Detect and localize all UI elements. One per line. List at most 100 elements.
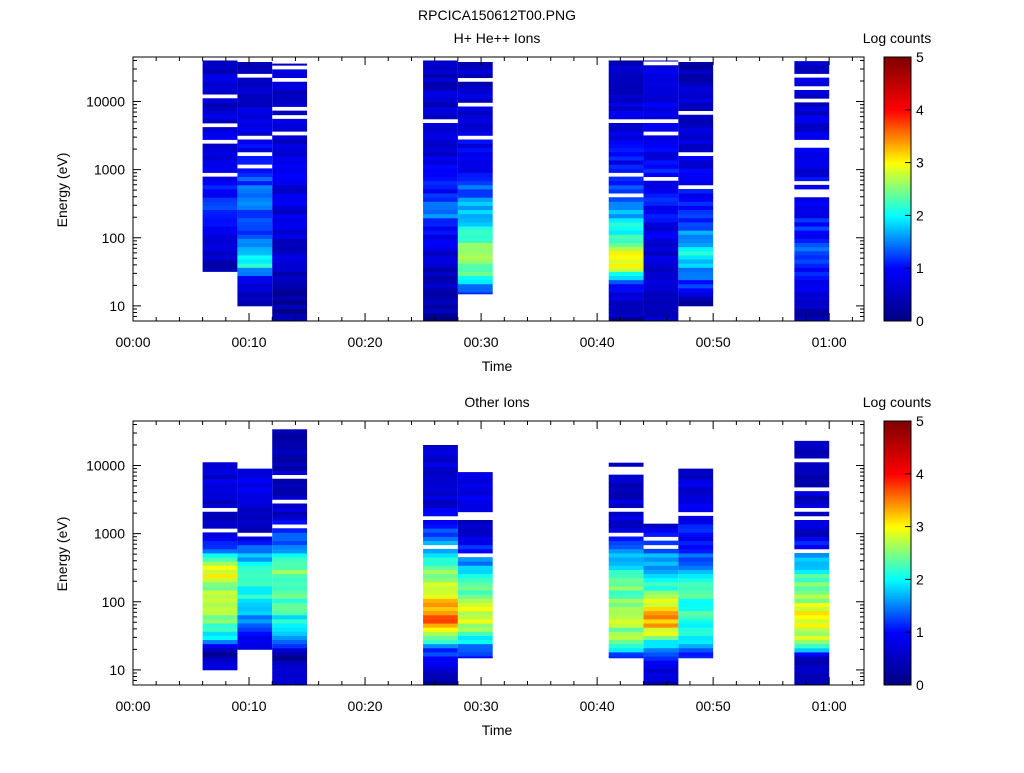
heatmap-cell bbox=[423, 495, 458, 500]
colorbar-swatch bbox=[884, 195, 911, 198]
heatmap-cell bbox=[423, 189, 458, 194]
colorbar-swatch bbox=[884, 312, 911, 316]
heatmap-cell bbox=[643, 209, 679, 215]
heatmap-cell bbox=[423, 312, 458, 318]
colorbar-swatch bbox=[884, 592, 911, 595]
heatmap-cell bbox=[678, 573, 714, 579]
heatmap-cell bbox=[202, 656, 238, 661]
heatmap-cell bbox=[272, 168, 308, 173]
heatmap-cell bbox=[457, 172, 493, 178]
colorbar-swatch bbox=[884, 166, 911, 169]
colorbar-swatch bbox=[884, 149, 911, 153]
heatmap-cell bbox=[643, 168, 679, 173]
heatmap-cell bbox=[272, 429, 308, 434]
heatmap-cell bbox=[794, 160, 830, 165]
heatmap-cell bbox=[608, 209, 644, 215]
heatmap-cell bbox=[643, 201, 679, 206]
heatmap-cell bbox=[423, 114, 458, 120]
heatmap-cell bbox=[678, 176, 714, 182]
heatmap-cell bbox=[202, 226, 238, 231]
colorbar-swatch bbox=[884, 219, 911, 223]
heatmap-cell bbox=[608, 61, 644, 66]
heatmap-cell bbox=[202, 135, 238, 140]
heatmap-cell bbox=[423, 548, 458, 554]
heatmap-cell bbox=[272, 259, 308, 264]
heatmap-cell bbox=[678, 548, 714, 554]
heatmap-cell bbox=[237, 275, 273, 281]
heatmap-cell bbox=[423, 283, 458, 289]
heatmap-cell bbox=[608, 619, 644, 624]
heatmap-cell bbox=[237, 246, 273, 252]
heatmap-cell bbox=[608, 160, 644, 165]
colorbar-swatch bbox=[884, 610, 911, 614]
heatmap-cell bbox=[643, 660, 679, 665]
heatmap-cell bbox=[608, 536, 644, 542]
heatmap-cell bbox=[237, 288, 273, 293]
heatmap-cell bbox=[202, 234, 238, 239]
colorbar-swatch bbox=[884, 662, 911, 665]
heatmap-cell bbox=[423, 209, 458, 215]
colorbar-swatch bbox=[884, 427, 911, 430]
heatmap-cell bbox=[678, 131, 714, 136]
heatmap-cell bbox=[202, 60, 238, 62]
x-tick-label: 00:20 bbox=[348, 334, 383, 350]
colorbar-swatch bbox=[884, 536, 911, 540]
heatmap-cell bbox=[608, 557, 644, 562]
heatmap-cell bbox=[272, 532, 308, 537]
plot-frame bbox=[132, 420, 865, 686]
heatmap-cell bbox=[423, 631, 458, 636]
heatmap-cell bbox=[237, 647, 273, 650]
heatmap-cell bbox=[272, 242, 308, 248]
heatmap-cell bbox=[608, 102, 644, 107]
colorbar-swatch bbox=[884, 143, 911, 147]
heatmap-cell bbox=[272, 462, 308, 467]
heatmap-cell bbox=[423, 491, 458, 496]
heatmap-cell bbox=[794, 151, 830, 157]
heatmap-cell bbox=[678, 524, 714, 529]
heatmap-cell bbox=[272, 548, 308, 554]
heatmap-cell bbox=[794, 296, 830, 301]
heatmap-cell bbox=[794, 454, 830, 459]
heatmap-cell bbox=[678, 81, 714, 87]
heatmap-cell bbox=[202, 565, 238, 570]
x-tick-label: 00:00 bbox=[115, 698, 150, 714]
colorbar-swatch bbox=[884, 310, 911, 314]
colorbar-swatch bbox=[884, 534, 911, 537]
colorbar-swatch bbox=[884, 232, 911, 235]
colorbar-swatch bbox=[884, 515, 911, 519]
colorbar-swatch bbox=[884, 421, 911, 424]
heatmap-cell bbox=[272, 288, 308, 293]
heatmap-cell bbox=[678, 482, 714, 488]
colorbar-swatch bbox=[884, 553, 911, 556]
colorbar-swatch bbox=[884, 197, 911, 200]
heatmap-cell bbox=[423, 664, 458, 669]
colorbar-swatch bbox=[884, 608, 911, 612]
colorbar-swatch bbox=[884, 71, 911, 74]
heatmap-cell bbox=[794, 660, 830, 665]
heatmap-cell bbox=[202, 478, 238, 484]
heatmap-cell bbox=[608, 548, 644, 554]
heatmap-cell bbox=[237, 168, 273, 173]
colorbar-swatch bbox=[884, 172, 911, 176]
heatmap-cell bbox=[678, 230, 714, 235]
heatmap-cell bbox=[457, 263, 493, 268]
heatmap-cell bbox=[272, 565, 308, 570]
heatmap-cell bbox=[423, 507, 458, 513]
heatmap-cell bbox=[202, 487, 238, 492]
heatmap-cell bbox=[608, 65, 644, 70]
heatmap-cell bbox=[678, 135, 714, 140]
heatmap-cell bbox=[457, 594, 493, 599]
colorbar-swatch bbox=[884, 470, 911, 474]
heatmap-cell bbox=[202, 127, 238, 132]
heatmap-cell bbox=[272, 598, 308, 603]
heatmap-cell bbox=[423, 255, 458, 260]
colorbar-swatch bbox=[884, 472, 911, 476]
heatmap-cell bbox=[272, 246, 308, 252]
heatmap-cell bbox=[272, 577, 308, 583]
colorbar-swatch bbox=[884, 288, 911, 291]
heatmap-cell bbox=[608, 127, 644, 132]
heatmap-cell bbox=[643, 213, 679, 219]
heatmap-cell bbox=[678, 474, 714, 480]
heatmap-cell bbox=[202, 61, 238, 66]
